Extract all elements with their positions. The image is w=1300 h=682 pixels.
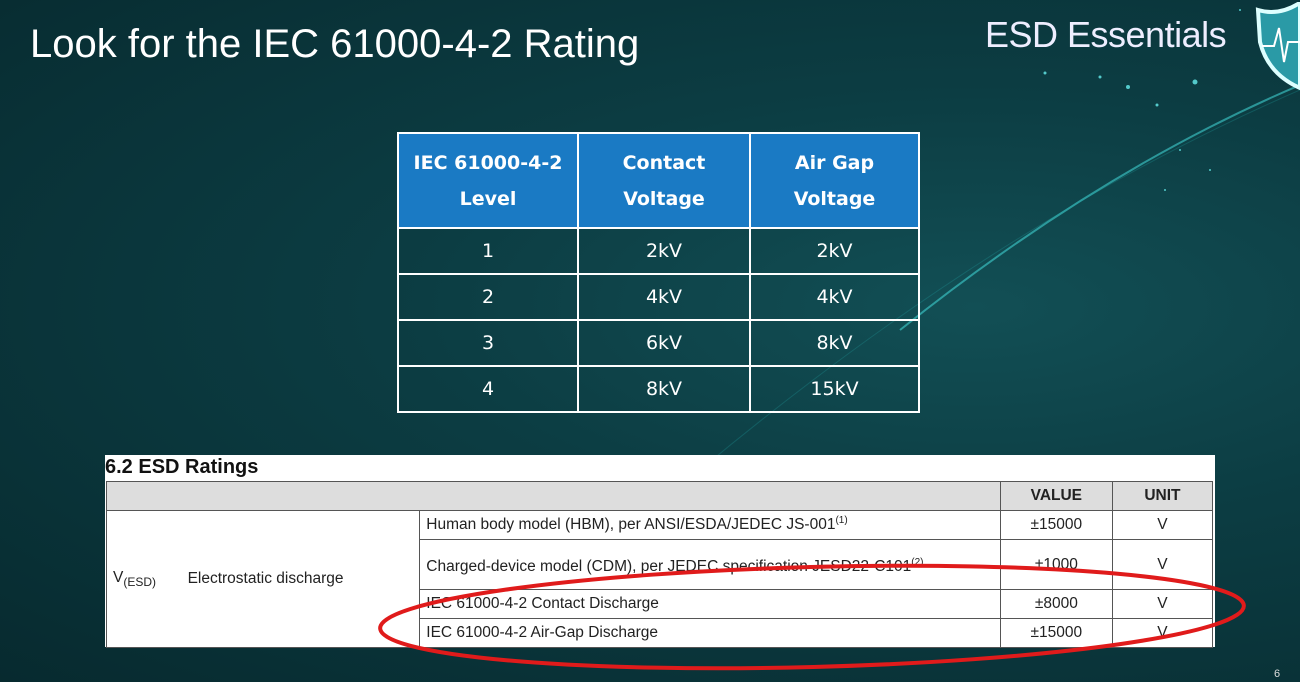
condition-cell: IEC 61000-4-2 Air-Gap Discharge [419,618,1001,648]
brand-name: ESD Essentials [985,14,1227,55]
header-value: VALUE [999,481,1113,511]
cell: 2kV [577,227,751,275]
esd-ratings-excerpt: 6.2 ESD Ratings VALUE UNIT V(ESD) Electr… [105,455,1215,648]
unit-cell: V [1111,539,1214,590]
table-row: 4 8kV 15kV [397,365,920,413]
esd-ratings-table: VALUE UNIT V(ESD) Electrostatic discharg… [105,481,1214,648]
table-row: 2 4kV 4kV [397,273,920,321]
cell: 3 [397,319,579,367]
cell: 6kV [577,319,751,367]
shield-logo-icon [1255,2,1300,91]
unit-cell: V [1111,618,1214,648]
cell: 8kV [749,319,920,367]
condition-cell: IEC 61000-4-2 Contact Discharge [419,589,1001,619]
header-blank [106,481,1001,511]
cell: 2kV [749,227,920,275]
cell: 8kV [577,365,751,413]
table-header-row: VALUE UNIT [106,481,1214,511]
value-cell: ±8000 [999,589,1113,619]
parameter-cell: Electrostatic discharge [181,510,421,648]
table-row: 3 6kV 8kV [397,319,920,367]
table-row: V(ESD) Electrostatic discharge Human bod… [105,510,1214,648]
table-header-row: IEC 61000-4-2 Level Contact Voltage Air Ga… [397,132,920,229]
unit-cell: V [1111,510,1214,540]
table-row: 1 2kV 2kV [397,227,920,275]
value-cell: ±15000 [999,510,1113,540]
iec-levels-table: IEC 61000-4-2 Level Contact Voltage Air Ga… [397,132,920,413]
cell: 15kV [749,365,920,413]
cell: 2 [397,273,579,321]
header-unit: UNIT [1111,481,1214,511]
header-contact-voltage: Contact Voltage [577,132,751,229]
header-level: IEC 61000-4-2 Level [397,132,579,229]
symbol-cell: V(ESD) [105,510,182,648]
value-cell: ±15000 [999,618,1113,648]
section-heading: 6.2 ESD Ratings [105,456,259,478]
slide-title: Look for the IEC 61000-4-2 Rating [30,22,640,66]
value-cell: ±1000 [999,539,1113,590]
cell: 4kV [577,273,751,321]
header-air-gap-voltage: Air Gap Voltage [749,132,920,229]
cell: 1 [397,227,579,275]
condition-cell: Charged-device model (CDM), per JEDEC sp… [419,539,1001,590]
page-number: 6 [1274,668,1281,680]
cell: 4kV [749,273,920,321]
condition-cell: Human body model (HBM), per ANSI/ESDA/JE… [419,510,1001,540]
cell: 4 [397,365,579,413]
unit-cell: V [1111,589,1214,619]
